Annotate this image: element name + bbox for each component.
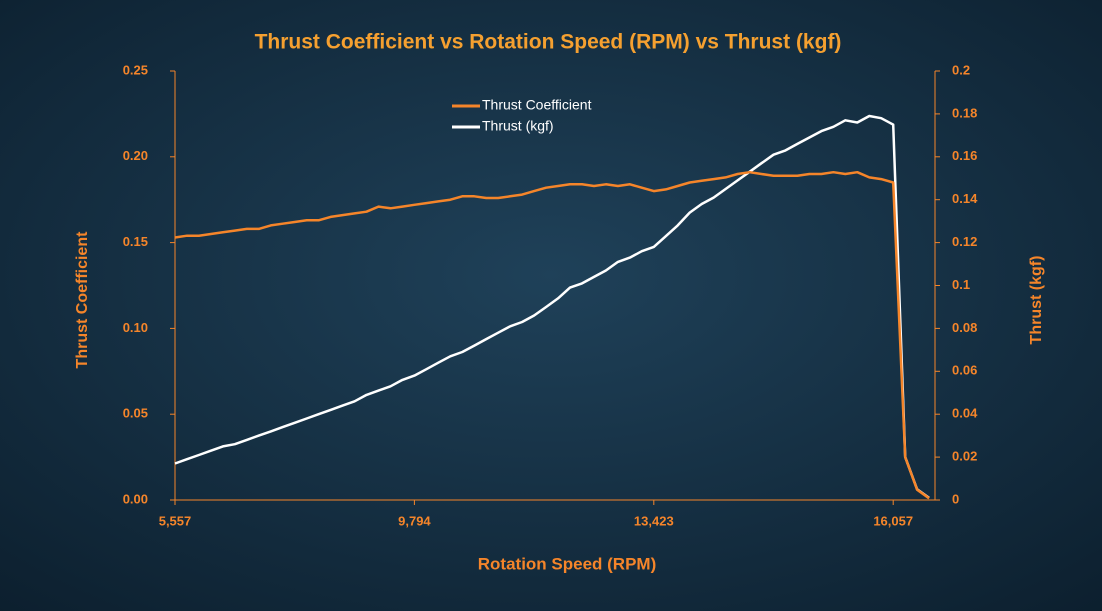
line-series [174,170,930,500]
x-tick-label: 9,794 [398,513,431,528]
y-tick-label: 0.15 [123,234,148,249]
y2-tick-label: 0.02 [952,449,977,464]
chart-title: Thrust Coefficient vs Rotation Speed (RP… [255,31,842,54]
y-axis-label: Thrust Coefficient [74,231,91,369]
y2-tick-label: 0.06 [952,363,977,378]
line-series [174,114,930,499]
y2-tick-label: 0.1 [952,277,970,292]
y-tick-label: 0.10 [123,320,148,335]
legend-label: Thrust (kgf) [482,118,554,134]
y2-tick-label: 0 [952,491,959,506]
y2-tick-label: 0.08 [952,320,977,335]
x-axis-label: Rotation Speed (RPM) [478,554,657,573]
y-tick-label: 0.25 [123,62,148,77]
legend-label: Thrust Coefficient [482,97,592,113]
y2-tick-label: 0.04 [952,406,978,421]
y2-axis-label: Thrust (kgf) [1028,256,1045,345]
y2-tick-label: 0.18 [952,105,977,120]
y-tick-label: 0.20 [123,148,148,163]
y2-tick-label: 0.16 [952,148,977,163]
y2-tick-label: 0.2 [952,62,970,77]
y-tick-label: 0.00 [123,491,148,506]
y2-tick-label: 0.14 [952,191,978,206]
x-tick-label: 16,057 [873,513,913,528]
x-tick-label: 13,423 [634,513,674,528]
y-tick-label: 0.05 [123,406,148,421]
y2-tick-label: 0.12 [952,234,977,249]
x-tick-label: 5,557 [159,513,192,528]
